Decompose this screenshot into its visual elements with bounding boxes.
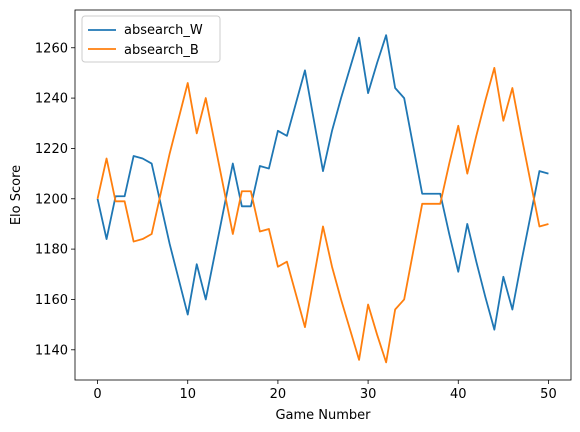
x-axis-ticks: 0 10 20 30 40 50 (93, 380, 557, 402)
legend-label-absearch-w: absearch_W (124, 23, 203, 38)
x-axis-label: Game Number (275, 408, 371, 423)
y-tick-label: 1240 (35, 92, 68, 107)
x-tick-label: 40 (450, 387, 467, 402)
plot-background (75, 10, 571, 380)
series-line-absearch-w (96, 34, 549, 331)
series-lines (96, 34, 549, 364)
x-tick-label: 0 (93, 387, 101, 402)
x-tick-label: 50 (540, 387, 557, 402)
y-axis-label: Elo Score (9, 165, 24, 225)
y-tick-label: 1220 (35, 142, 68, 157)
legend-box (81, 15, 221, 63)
y-tick-label: 1160 (35, 293, 68, 308)
y-tick-label: 1180 (35, 243, 68, 258)
y-tick-label: 1200 (35, 192, 68, 207)
x-tick-label: 10 (179, 387, 196, 402)
legend: absearch_W absearch_B (81, 15, 221, 63)
x-tick-label: 20 (270, 387, 287, 402)
legend-label-absearch-b: absearch_B (124, 43, 199, 58)
y-tick-label: 1140 (35, 343, 68, 358)
y-tick-label: 1260 (35, 41, 68, 56)
series-line-absearch-b (96, 66, 549, 364)
plot-frame (74, 9, 572, 381)
y-axis-ticks: 1140 1160 1180 1200 1220 1240 1260 (35, 41, 75, 358)
x-tick-label: 30 (360, 387, 377, 402)
